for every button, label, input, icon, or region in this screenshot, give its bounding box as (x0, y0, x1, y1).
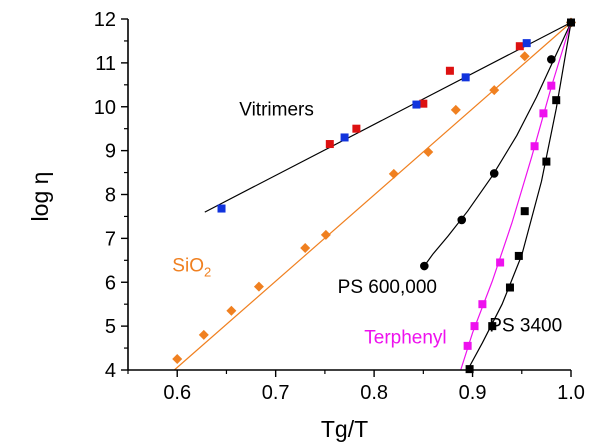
series-5-point-3 (478, 300, 487, 309)
series-4-point-1 (420, 261, 429, 271)
series-5-point-2 (470, 322, 479, 331)
series-2-point-2 (340, 133, 349, 142)
series-6-point-5 (520, 207, 529, 216)
series-2-point-4 (461, 73, 470, 82)
series-6-point-6 (542, 157, 551, 166)
series-6-point-8 (567, 18, 575, 27)
series-3-point-3 (226, 305, 237, 316)
series-5-point-7 (547, 81, 556, 90)
x-tick-label-5: 1.0 (557, 382, 585, 404)
series-2-point-5 (522, 39, 531, 48)
series-4-point-2 (457, 215, 467, 225)
series-1-point-1 (325, 140, 334, 149)
axes: 0.6 0.7 0.8 0.9 1.0 4 5 6 7 8 9 10 11 12 Tg/T log η (27, 9, 585, 442)
annotation-4: Terphenyl (364, 328, 446, 349)
x-tick-label-4: 0.9 (459, 382, 487, 404)
series-1-point-4 (445, 66, 454, 75)
y-tick-label-6: 9 (105, 141, 116, 163)
y-axis-title: log η (27, 172, 53, 222)
series-5-point-1 (463, 341, 472, 350)
series-3-point-5 (300, 243, 311, 254)
fit-line-2 (173, 22, 572, 371)
y-tick-label-1: 4 (105, 360, 116, 382)
series-1-point-3 (419, 99, 428, 108)
series-5-point-4 (496, 258, 505, 267)
series-3-point-1 (172, 354, 183, 365)
series-3-point-4 (253, 281, 264, 292)
series-2-point-3 (412, 100, 421, 109)
series-2-point-1 (217, 204, 226, 213)
annotations: Vitrimers SiO2 PS 600,000 Terphenyl PS 3400 (172, 100, 562, 349)
series-3-point-9 (450, 104, 461, 115)
series-1-point-2 (352, 124, 361, 133)
y-tick-label-7: 10 (94, 97, 116, 119)
series-3-point-10 (489, 85, 500, 96)
annotation-5: PS 3400 (489, 315, 562, 336)
y-tick-label-3: 6 (105, 272, 116, 294)
series-6-point-2 (488, 322, 497, 331)
series-4-point-3 (489, 169, 499, 178)
x-axis-title: Tg/T (321, 416, 368, 442)
x-tick-label-1: 0.6 (163, 382, 191, 404)
y-tick-label-4: 7 (105, 228, 116, 250)
y-tick-label-5: 8 (105, 185, 116, 207)
annotation-3: PS 600,000 (338, 277, 437, 298)
series-6-point-3 (505, 283, 514, 292)
series-6-point-1 (465, 365, 474, 374)
data-points (172, 17, 576, 374)
series-3-point-11 (519, 51, 530, 62)
y-tick-label-8: 11 (95, 53, 116, 75)
series-3-point-8 (423, 146, 434, 157)
x-tick-label-2: 0.7 (262, 382, 290, 404)
series-5-point-5 (530, 142, 539, 151)
series-3-point-7 (388, 168, 399, 179)
series-3-point-2 (198, 329, 209, 340)
series-4-point-4 (547, 55, 556, 64)
annotation-2: SiO2 (172, 255, 211, 279)
series-6-point-7 (552, 96, 561, 105)
annotation-1: Vitrimers (239, 100, 314, 121)
series-1-point-5 (515, 42, 524, 51)
fit-line-1 (204, 21, 572, 213)
y-tick-label-9: 12 (94, 9, 116, 31)
series-6-point-4 (514, 251, 523, 260)
series-5-point-6 (539, 109, 548, 118)
series-3-point-6 (320, 229, 331, 240)
y-tick-label-2: 5 (105, 316, 116, 338)
x-tick-label-3: 0.8 (360, 382, 388, 404)
